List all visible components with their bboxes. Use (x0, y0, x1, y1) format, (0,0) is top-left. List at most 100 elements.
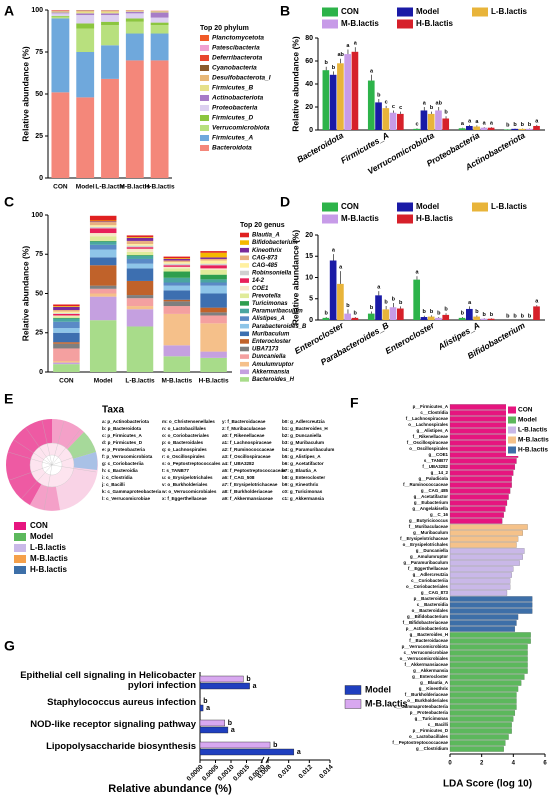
legend-label: Firmicutes_B (212, 85, 253, 92)
bar-segment (53, 322, 79, 328)
legend-label: Duncaniella (252, 354, 286, 360)
sig-letter: a (377, 285, 381, 291)
legend-swatch (240, 240, 249, 245)
lda-bar (450, 470, 513, 475)
bar-segment (200, 261, 226, 264)
taxa-entry: b6: g_Acetatifactor (282, 461, 324, 466)
sig-letter: a (423, 100, 427, 106)
bar-segment (164, 290, 190, 299)
legend-label: M-B.lactis (365, 698, 408, 708)
sig-letter: ab (436, 100, 443, 106)
lda-bar (450, 674, 524, 679)
bar (337, 284, 344, 320)
legend-swatch (240, 294, 249, 299)
sig-letter: b (506, 123, 510, 129)
bar (504, 129, 511, 130)
bar-segment (127, 256, 153, 259)
sig-letter: b (273, 742, 277, 749)
lda-bar (450, 494, 509, 499)
bar (200, 683, 250, 689)
lda-label: f__Oscillospiraceae (407, 440, 449, 445)
lda-bar (450, 704, 517, 709)
lda-bar (450, 668, 528, 673)
sig-letter: b (423, 309, 427, 315)
legend-label: CON (30, 521, 48, 530)
bar-segment (127, 235, 153, 237)
lda-bar (450, 560, 520, 565)
legend-label: Model (30, 532, 53, 541)
y-tick-label: 80 (305, 35, 313, 42)
legend-swatch (240, 309, 249, 314)
legend-swatch (200, 145, 209, 151)
bar (323, 318, 330, 320)
bar-segment (51, 12, 69, 13)
legend-label: Turicimonas (252, 301, 288, 307)
bar-segment (200, 253, 226, 258)
bar-segment (53, 316, 79, 318)
taxa-entry: a0: f_Rikenellaceae (222, 433, 265, 438)
lda-label: f__Eggerthellaceae (408, 566, 449, 571)
legend-swatch (240, 354, 249, 359)
sig-letter: a (231, 727, 235, 734)
y-tick-label: Staphylococcus aureus infection (0, 691, 196, 715)
bar (466, 309, 473, 320)
lda-label: f__Muribaculaceae (409, 524, 449, 529)
bar (352, 52, 359, 130)
bar (200, 720, 225, 726)
sig-letter: b (482, 312, 486, 318)
bar-segment (200, 308, 226, 313)
bar-segment (51, 92, 69, 178)
legend-label: M-B.lactis (341, 214, 379, 223)
legend-label: Amulumruptor (251, 362, 294, 368)
sig-letter: a (354, 41, 358, 47)
bar-segment (53, 348, 79, 361)
bar-segment (53, 342, 79, 344)
taxa-entry: z: f_Muribaculaceae (222, 426, 266, 431)
taxa-entry: j: c_Bacilli (101, 482, 125, 487)
sig-letter: b (528, 122, 532, 128)
legend-label: H-B.lactis (518, 447, 548, 454)
sig-letter: c (399, 105, 402, 111)
lda-label: g__Paramuribaculum (403, 560, 448, 565)
bar (200, 727, 228, 733)
lda-label: g__Amulumruptor (410, 554, 448, 559)
bar (428, 114, 435, 130)
legend-swatch (200, 75, 209, 81)
y-tick-label: 25 (35, 133, 43, 140)
bar-segment (90, 257, 116, 265)
sig-letter: b (444, 110, 448, 116)
x-tick-label: CON (59, 378, 74, 385)
y-tick-label: 25 (35, 330, 43, 337)
taxa-entry: g: c_Coriobacteriia (102, 461, 144, 466)
legend-swatch (472, 203, 488, 212)
sig-letter: b (437, 310, 441, 316)
bar-segment (53, 363, 79, 365)
bar (442, 315, 449, 320)
legend-swatch (345, 686, 361, 695)
lda-label: o__Lachnospirales (408, 422, 448, 427)
sig-letter: b (513, 313, 517, 319)
bar-segment (127, 237, 153, 238)
bar-segment (126, 11, 144, 12)
legend-swatch (397, 203, 413, 212)
bar (200, 698, 201, 704)
legend-label: UBA7173 (252, 347, 279, 353)
legend-label: COE1 (252, 286, 269, 292)
bar-segment (90, 242, 116, 245)
sig-letter: a (535, 118, 539, 124)
bar-segment (127, 264, 153, 269)
legend-swatch (240, 339, 249, 344)
taxa-entry: b0: g_Adlercreutzia (282, 419, 325, 424)
bar-segment (51, 16, 69, 17)
taxa-entry: a1: f_Lachnospiraceae (222, 440, 272, 445)
bar (488, 128, 495, 130)
bar-segment (151, 34, 169, 61)
lda-label: p__Actinobacteriota (406, 626, 449, 631)
taxa-entry: n: o_Lactobacillales (162, 426, 206, 431)
lda-bar (450, 728, 512, 733)
bar (397, 309, 404, 320)
sig-letter: a (468, 300, 472, 306)
bar (421, 317, 428, 320)
y-tick-label: 10 (305, 274, 313, 281)
lda-label: f__Bacteroidaceae (409, 638, 448, 643)
